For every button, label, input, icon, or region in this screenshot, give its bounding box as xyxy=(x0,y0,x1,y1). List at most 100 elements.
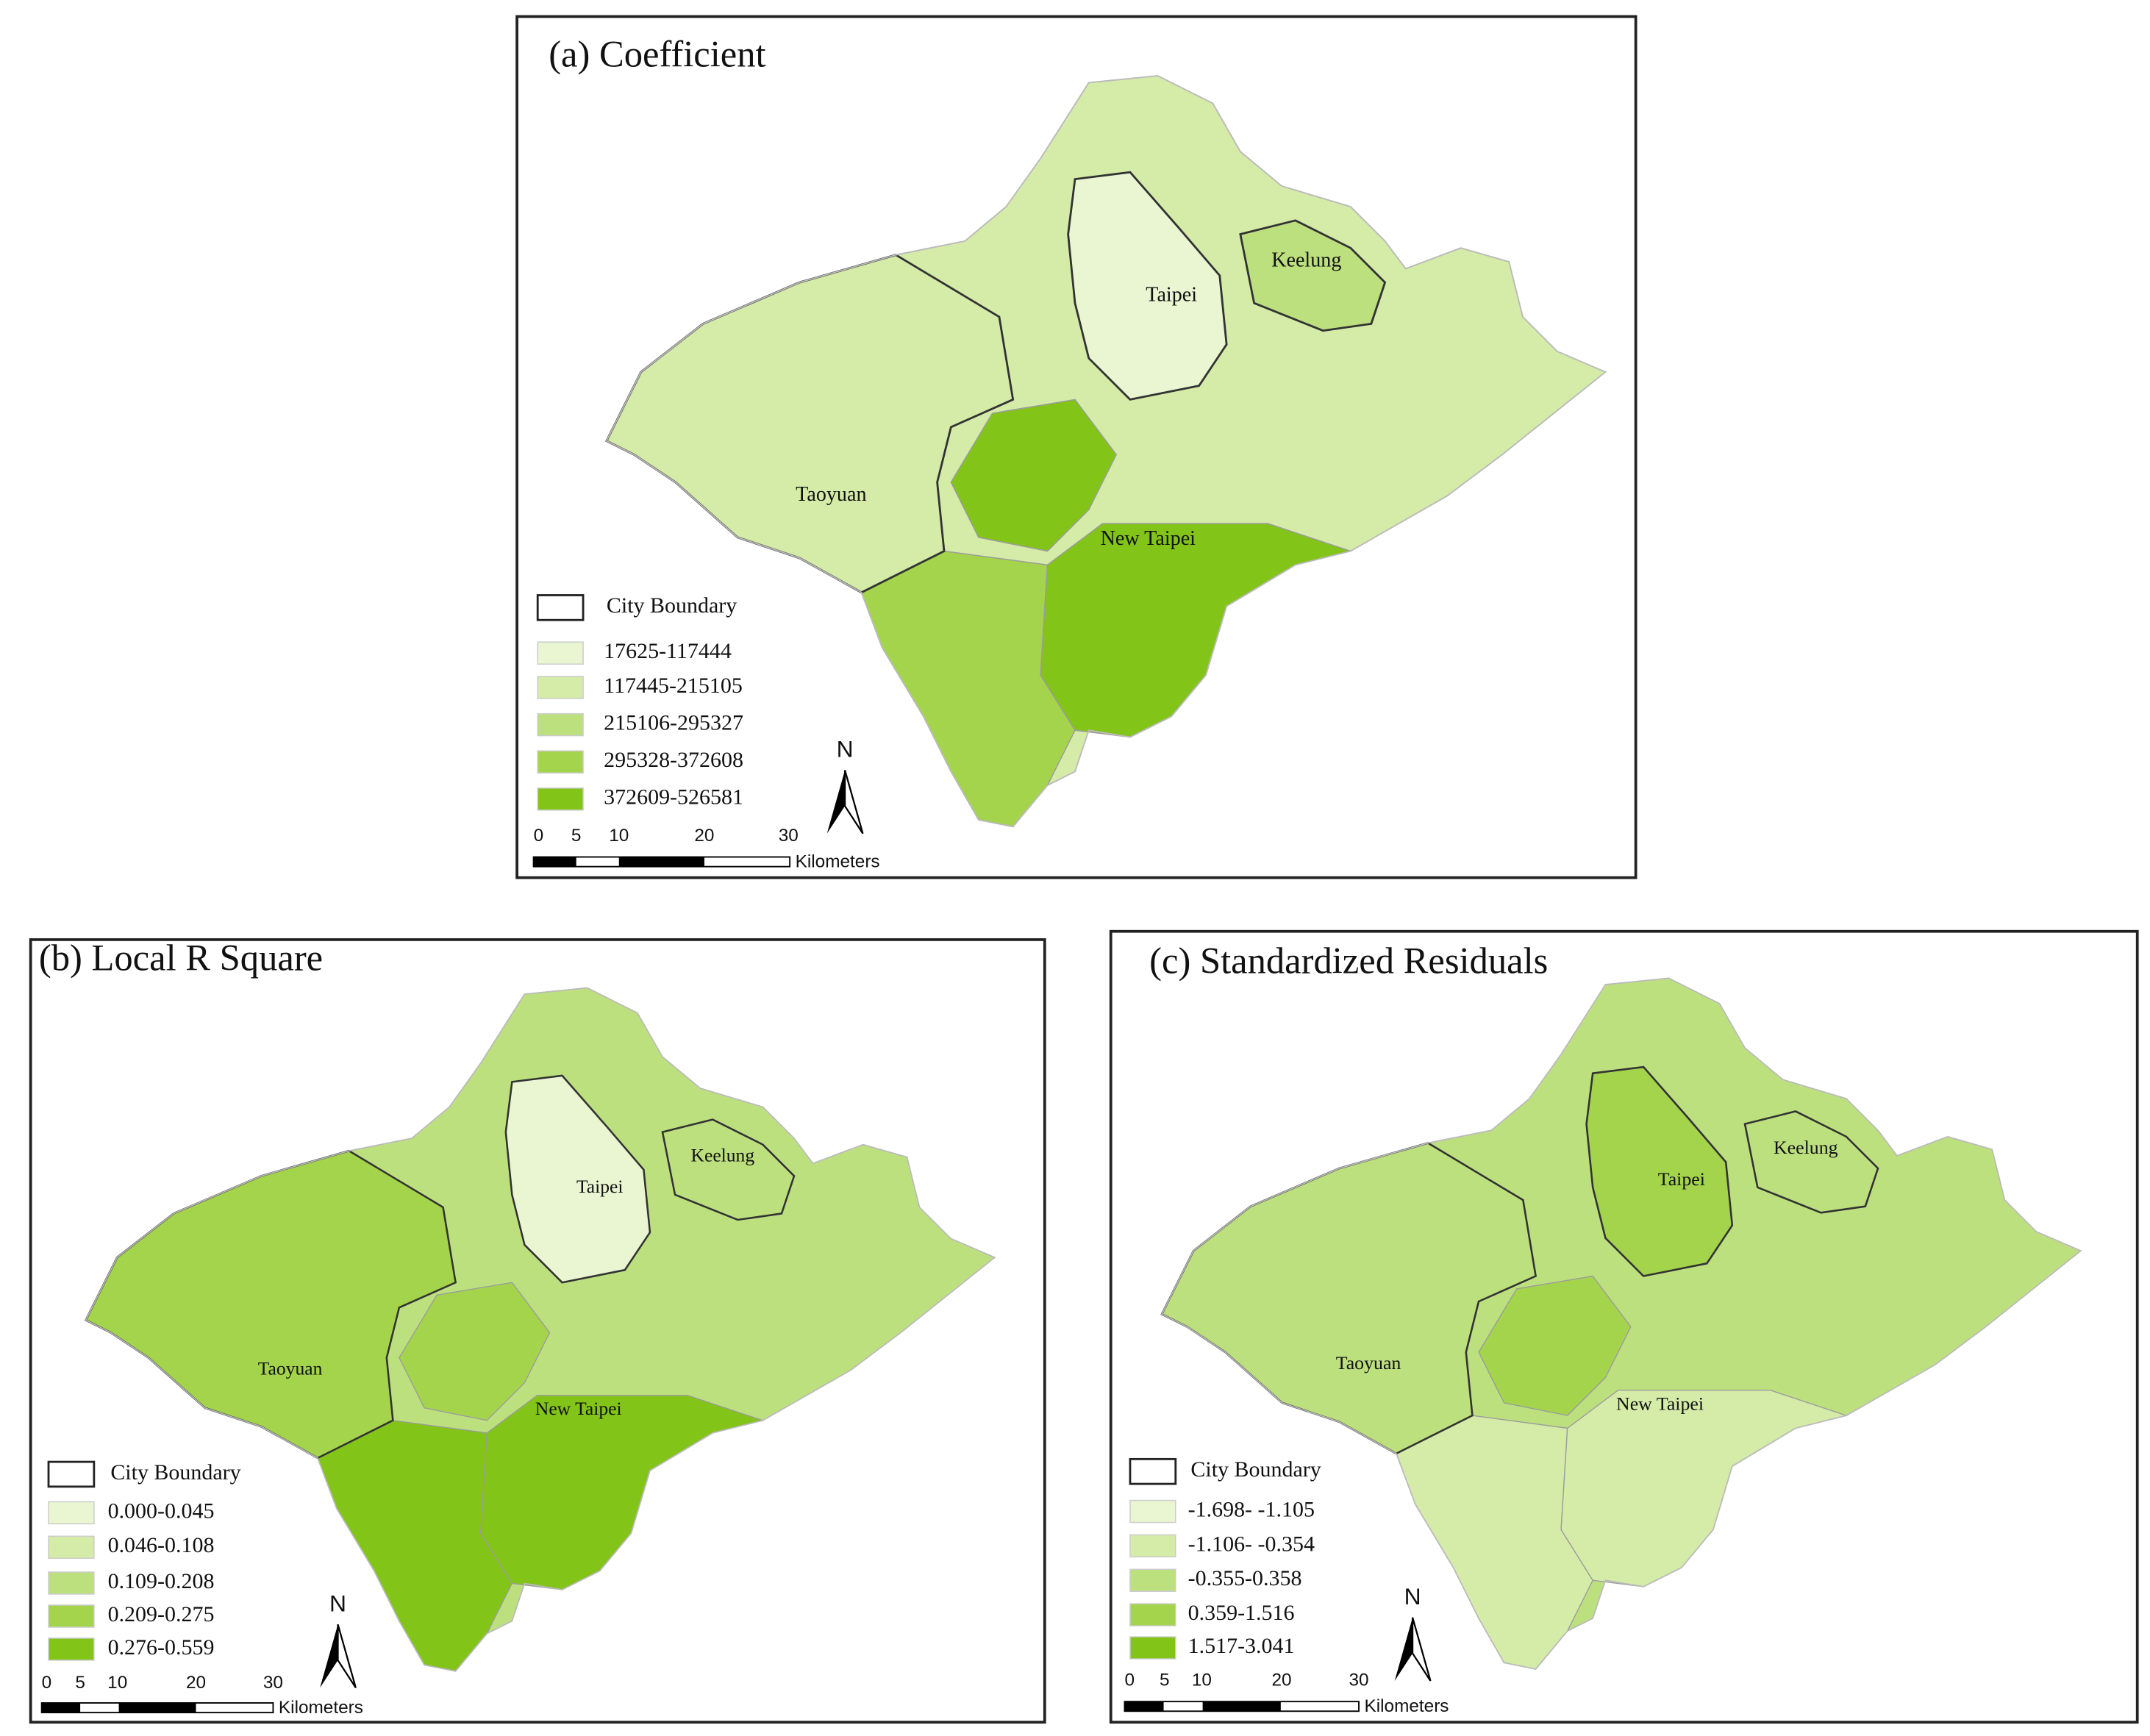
legend-swatch xyxy=(48,1604,95,1628)
city-label: Taoyuan xyxy=(1336,1352,1401,1374)
scale-label: 10 xyxy=(609,826,629,846)
panel-title: (c) Standardized Residuals xyxy=(1149,940,1548,981)
scale-label: 10 xyxy=(1192,1670,1212,1690)
legend-swatch xyxy=(1129,1457,1177,1485)
north-arrow xyxy=(320,1624,338,1688)
legend-label: 1.517-3.041 xyxy=(1188,1634,1295,1658)
city-label: New Taipei xyxy=(1616,1393,1704,1414)
city-label: Taipei xyxy=(1658,1168,1705,1190)
legend-label: -1.698- -1.105 xyxy=(1188,1497,1315,1521)
legend-label: 17625-117444 xyxy=(604,639,732,663)
panel-title: (a) Coefficient xyxy=(549,33,765,74)
region xyxy=(399,1282,551,1421)
region xyxy=(1478,1275,1632,1416)
scale-label: 30 xyxy=(263,1673,283,1693)
city-boundary xyxy=(1067,171,1228,401)
map-panel: Taipei Keelung Taoyuan New Taipei (a) Coeffi… xyxy=(515,15,1638,879)
legend-label: City Boundary xyxy=(1190,1457,1321,1482)
legend-swatch xyxy=(1129,1534,1176,1558)
scale-label: 20 xyxy=(694,826,714,846)
scale-unit: Kilometers xyxy=(1365,1696,1449,1716)
legend-swatch xyxy=(537,641,584,665)
city-boundary xyxy=(605,75,1607,828)
scale-label: 10 xyxy=(107,1673,127,1693)
legend-swatch xyxy=(48,1535,95,1560)
north-label: N xyxy=(329,1590,346,1616)
scale-label: 30 xyxy=(1349,1670,1368,1690)
legend-swatch xyxy=(47,1460,96,1488)
legend-label: -1.106- -0.354 xyxy=(1188,1532,1315,1556)
legend-label: City Boundary xyxy=(110,1460,240,1485)
legend-label: 0.359-1.516 xyxy=(1188,1601,1295,1625)
north-arrow xyxy=(337,1624,357,1689)
legend-label: 372609-526581 xyxy=(604,785,743,810)
legend-swatch xyxy=(537,750,584,774)
north-label: N xyxy=(837,736,854,762)
legend-swatch xyxy=(537,676,584,699)
scale-label: 20 xyxy=(186,1673,206,1693)
legend-swatch xyxy=(537,712,584,737)
city-label: New Taipei xyxy=(1101,527,1196,550)
scale-label: 5 xyxy=(571,826,582,846)
scale-bar xyxy=(118,1703,196,1713)
city-label: Keelung xyxy=(691,1145,755,1166)
scale-unit: Kilometers xyxy=(796,851,880,871)
map: Taipei Keelung Taoyuan New Taipei xyxy=(605,75,1607,828)
legend-swatch xyxy=(48,1501,95,1525)
city-boundary xyxy=(1743,1110,1879,1214)
legend-swatch xyxy=(48,1637,95,1661)
city-boundary xyxy=(504,1074,651,1284)
legend-label: 0.276-0.559 xyxy=(108,1635,215,1660)
north-arrow xyxy=(843,770,864,835)
north-label: N xyxy=(1404,1583,1421,1610)
legend-label: 0.000-0.045 xyxy=(108,1499,215,1523)
legend-swatch xyxy=(1129,1603,1176,1626)
city-label: Taipei xyxy=(1146,283,1197,306)
legend-label: 215106-295327 xyxy=(604,710,743,735)
scale-label: 0 xyxy=(42,1673,52,1693)
legend-label: 117445-215105 xyxy=(604,674,743,698)
legend-label: 0.209-0.275 xyxy=(108,1602,215,1626)
legend-label: 0.109-0.208 xyxy=(108,1569,215,1593)
city-boundary xyxy=(661,1118,796,1221)
city-label: Taoyuan xyxy=(258,1357,323,1379)
map-panel: Taipei Keelung Taoyuan New Taipei (b) Local … xyxy=(29,937,1046,1724)
scale-bar xyxy=(533,857,576,867)
region xyxy=(950,399,1118,552)
legend-swatch xyxy=(537,787,584,811)
scale-bar xyxy=(618,857,704,867)
legend-swatch xyxy=(1129,1636,1176,1660)
scale-label: 5 xyxy=(1160,1670,1170,1690)
city-label: Keelung xyxy=(1774,1137,1838,1158)
scale-label: 20 xyxy=(1272,1670,1292,1690)
city-label: New Taipei xyxy=(535,1398,622,1419)
city-label: Keelung xyxy=(1271,249,1341,271)
scale-bar xyxy=(41,1703,81,1713)
north-arrow xyxy=(1394,1617,1413,1682)
north-arrow xyxy=(1411,1617,1432,1682)
north-arrow xyxy=(826,770,846,834)
scale-label: 30 xyxy=(779,826,799,846)
scale-bar xyxy=(1124,1701,1164,1712)
legend-label: 295328-372608 xyxy=(604,748,743,772)
legend-swatch xyxy=(1129,1568,1176,1592)
scale-unit: Kilometers xyxy=(279,1698,363,1718)
map: Taipei Keelung Taoyuan New Taipei xyxy=(84,987,996,1672)
map: Taipei Keelung Taoyuan New Taipei xyxy=(1160,977,2082,1670)
map-panel: Taipei Keelung Taoyuan New Taipei (c) Standa… xyxy=(1109,929,2139,1724)
city-boundary xyxy=(1585,1065,1734,1277)
legend-label: -0.355-0.358 xyxy=(1188,1566,1302,1590)
scale-label: 5 xyxy=(75,1673,85,1693)
city-label: Taipei xyxy=(576,1176,624,1197)
panel-title: (b) Local R Square xyxy=(39,937,323,979)
legend-swatch xyxy=(48,1571,95,1595)
city-boundary xyxy=(85,987,996,1672)
city-boundary xyxy=(1239,219,1387,332)
city-label: Taoyuan xyxy=(796,483,866,506)
scale-bar xyxy=(1202,1701,1281,1712)
city-boundary xyxy=(1160,977,2082,1670)
legend-label: 0.046-0.108 xyxy=(108,1533,215,1557)
scale-label: 0 xyxy=(534,826,544,846)
